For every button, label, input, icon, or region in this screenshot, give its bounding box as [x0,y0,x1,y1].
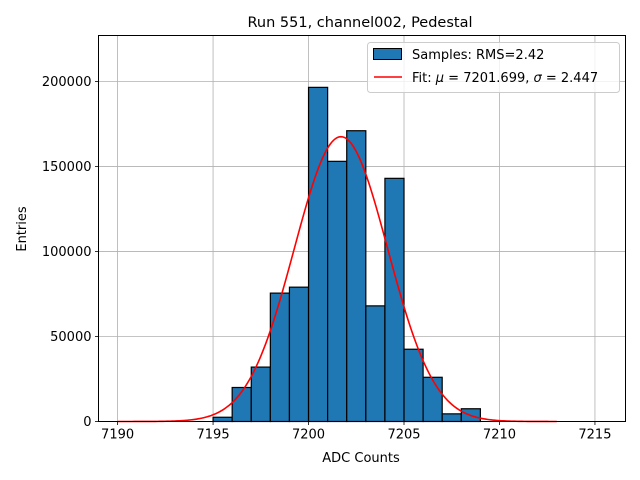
y-tick-label: 150000 [42,160,92,175]
legend-fit-label: Fit: μ = 7201.699, σ = 2.447 [412,71,598,86]
chart-title: Run 551, channel002, Pedestal [247,15,472,31]
legend-fit-sigma-symbol: σ [534,71,543,86]
histogram-bar [307,86,329,423]
x-axis-label: ADC Counts [322,451,400,466]
y-tick-label: 50000 [50,330,91,345]
x-tick-label: 7205 [387,428,420,443]
x-tick-label: 7200 [292,428,325,443]
legend-fit-sigma-value: = 2.447 [542,71,598,86]
y-tick-label: 200000 [42,75,92,90]
legend-fit-mu-value: = 7201.699, [444,71,533,86]
y-tick-label: 0 [83,415,91,430]
legend-samples-swatch [373,48,402,60]
histogram-bars [212,86,481,423]
x-tick-label: 7215 [578,428,611,443]
x-tick-label: 7210 [483,428,516,443]
histogram-bar [403,348,424,423]
legend-frame [367,42,620,93]
histogram-bar [288,286,310,423]
x-tick-label: 7190 [101,428,134,443]
legend: Samples: RMS=2.42 Fit: μ = 7201.699, σ =… [367,42,620,93]
histogram-bar [346,130,367,423]
histogram-bar [365,305,386,423]
x-axis-ticks: 7190 7195 7200 7205 7210 7215 [101,421,611,443]
y-axis-ticks: 0 50000 100000 150000 200000 [42,75,99,430]
legend-fit-prefix: Fit: [412,71,436,86]
histogram-bar [441,413,462,423]
histogram-bar [250,366,271,423]
legend-samples-label: Samples: RMS=2.42 [412,48,544,63]
plot-area-frame [98,35,626,422]
y-axis-label: Entries [15,206,30,252]
histogram-bar [269,292,291,423]
x-tick-label: 7195 [197,428,230,443]
histogram-bar [422,376,443,423]
y-tick-label: 100000 [42,245,92,260]
fit-curve [117,135,557,423]
histogram-bar [327,160,348,423]
histogram-bar [212,416,233,423]
legend-fit-mu-symbol: μ [435,71,444,86]
